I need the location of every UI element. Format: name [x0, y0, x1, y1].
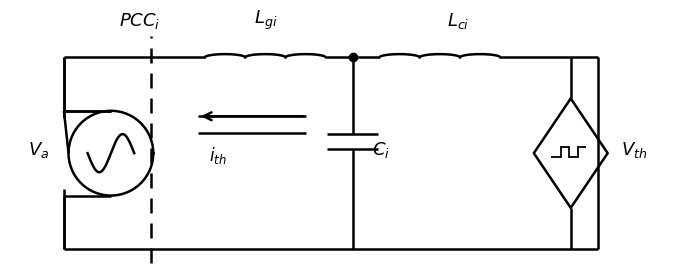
Text: $V_{th}$: $V_{th}$: [621, 140, 648, 160]
Text: $L_{ci}$: $L_{ci}$: [447, 11, 469, 31]
Text: $i_{th}$: $i_{th}$: [210, 145, 227, 166]
Text: $PCC_i$: $PCC_i$: [119, 11, 160, 31]
Text: $V_a$: $V_a$: [29, 140, 50, 160]
Text: $L_{gi}$: $L_{gi}$: [253, 9, 277, 32]
Text: $C_i$: $C_i$: [373, 140, 390, 160]
